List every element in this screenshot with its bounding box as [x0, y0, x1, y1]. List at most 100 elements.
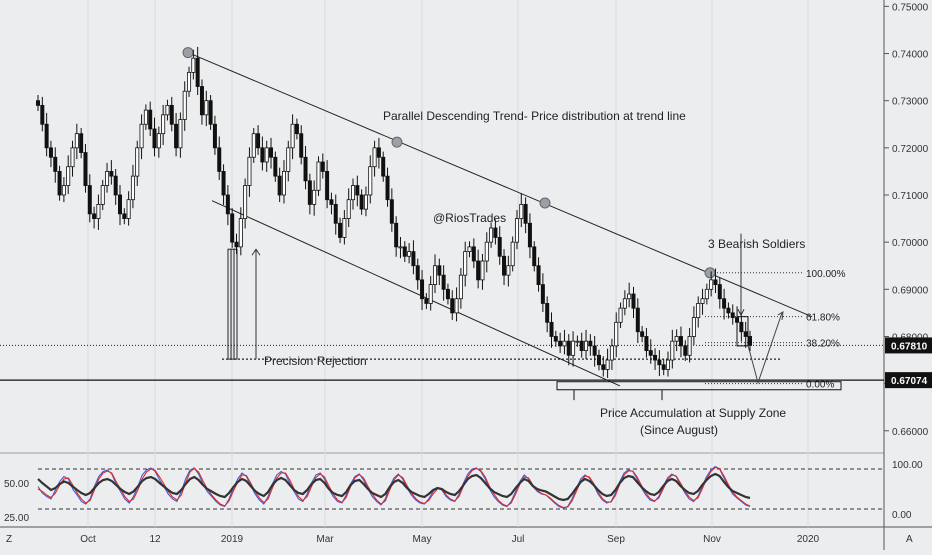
candle-body-117: [540, 284, 545, 304]
candle-5: [57, 165, 62, 201]
osc-tick-0: 100.00: [892, 460, 923, 471]
time-axis-corner-right[interactable]: A: [906, 534, 913, 545]
candle-body-86: [407, 251, 412, 257]
candle-33: [178, 112, 183, 158]
candle-body-137: [627, 293, 632, 300]
oscillator-axis: 100.00 50.00 25.00 0.00: [4, 460, 923, 524]
candle-55: [273, 151, 278, 182]
candle-body-124: [571, 340, 576, 356]
candle-42: [217, 136, 222, 180]
candle-30: [165, 99, 170, 121]
candle-129: [592, 335, 597, 367]
stochastic-oscillator: [37, 465, 884, 510]
candle-body-125: [575, 340, 580, 343]
candle-131: [601, 356, 606, 377]
candle-body-136: [622, 298, 627, 309]
candle-78: [372, 140, 377, 177]
candle-body-36: [191, 57, 196, 73]
candle-22: [130, 164, 135, 209]
candle-93: [437, 258, 442, 286]
candle-110: [510, 236, 515, 272]
candle-125: [575, 335, 580, 347]
candle-35: [187, 66, 192, 97]
touch-point-1: [391, 136, 403, 148]
time-axis-corner-left[interactable]: Z: [6, 534, 12, 545]
candle-body-78: [372, 147, 377, 168]
projection-arrow-head: [777, 310, 784, 320]
candle-body-119: [549, 321, 554, 337]
candle-65: [316, 156, 321, 196]
candle-body-80: [381, 156, 386, 177]
candle-body-23: [135, 147, 140, 177]
candle-127: [584, 329, 589, 360]
candle-99: [463, 241, 468, 287]
candle-21: [126, 191, 131, 226]
candle-body-91: [428, 284, 433, 304]
candle-40: [208, 95, 213, 130]
accumulation-annotation-line2: (Since August): [640, 423, 718, 437]
candle-154: [700, 288, 705, 315]
candle-body-54: [269, 147, 274, 158]
candle-body-13: [92, 213, 97, 219]
channel-lower-line: [211, 200, 621, 387]
time-tick-4: May: [413, 534, 432, 545]
text-annotations: Parallel Descending Trend- Price distrib…: [264, 109, 805, 437]
candle-body-140: [640, 331, 645, 337]
candle-61: [299, 125, 304, 165]
candle-14: [96, 194, 101, 230]
candle-97: [454, 287, 459, 322]
candle-body-19: [117, 194, 122, 215]
accumulation-annotation-line1: Price Accumulation at Supply Zone: [600, 406, 786, 420]
supply-zone-box: [556, 381, 842, 391]
candle-body-129: [592, 345, 597, 356]
candle-body-25: [143, 109, 148, 125]
candle-141: [644, 327, 649, 358]
support-price-tag-box: [885, 372, 932, 389]
candle-body-24: [139, 123, 144, 149]
price-tick-1: 0.74000: [892, 50, 929, 61]
candle-body-79: [376, 147, 381, 158]
candle-body-5: [57, 171, 62, 196]
soldiers-annotation: 3 Bearish Soldiers: [708, 237, 805, 251]
candle-body-105: [489, 227, 494, 243]
time-tick-6: Sep: [607, 534, 625, 545]
candle-body-161: [730, 312, 735, 319]
candle-57: [281, 160, 286, 204]
projection-path: [747, 312, 783, 385]
candle-body-8: [70, 147, 75, 168]
candle-body-132: [605, 359, 610, 370]
candle-130: [596, 349, 601, 371]
candle-body-121: [558, 340, 563, 347]
candle-136: [622, 290, 627, 316]
candle-body-21: [126, 199, 131, 219]
candle-159: [722, 288, 727, 320]
main-pane-background: [0, 0, 884, 452]
candle-46: [234, 233, 239, 254]
candle-7: [66, 155, 71, 195]
candle-74: [355, 175, 360, 207]
candle-98: [458, 268, 463, 309]
candle-body-28: [156, 133, 161, 149]
fibonacci-levels: 100.00% 61.80% 38.20% 0.00%: [705, 269, 846, 391]
candle-body-123: [566, 340, 571, 356]
candle-4: [53, 147, 58, 183]
price-tick-3: 0.72000: [892, 144, 929, 155]
candle-body-1: [40, 104, 45, 125]
candle-15: [100, 179, 105, 211]
candle-body-104: [484, 241, 489, 262]
price-axis[interactable]: 0.75000 0.74000 0.73000 0.72000 0.71000 0.700…: [884, 2, 932, 438]
time-axis[interactable]: Oct 12 2019 Mar May Jul Sep Nov 2020 Z A: [6, 534, 913, 545]
candle-body-142: [648, 350, 653, 356]
candle-body-40: [208, 100, 213, 125]
candle-body-111: [514, 218, 519, 243]
touch-point-0: [182, 47, 194, 59]
candle-body-41: [212, 123, 217, 149]
candle-70: [338, 217, 343, 244]
candle-56: [277, 167, 282, 203]
current-price-tag-box: [885, 337, 932, 354]
candlestick-series: [36, 46, 753, 378]
candle-104: [484, 232, 489, 273]
candle-body-100: [467, 246, 472, 252]
candle-79: [376, 137, 381, 169]
